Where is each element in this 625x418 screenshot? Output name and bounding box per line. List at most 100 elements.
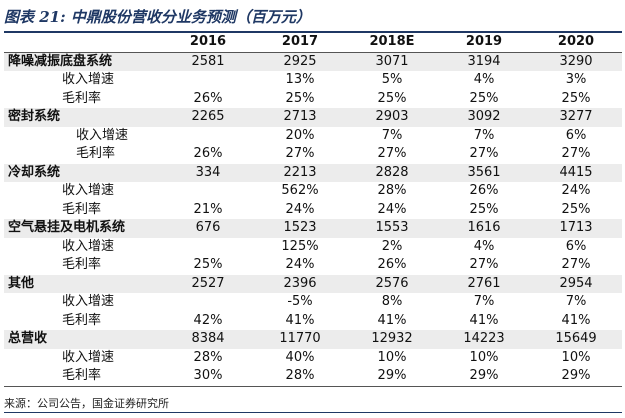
metric-row: 毛利率 25% 24% 26% 27% 27% [4, 256, 622, 275]
value-cell [162, 293, 254, 312]
value-cell: 2396 [283, 275, 317, 291]
value-cell: 21% [193, 201, 223, 217]
value-cell: 1713 [559, 220, 593, 235]
row-label: 毛利率 [62, 312, 102, 328]
value-cell: 2713 [283, 109, 317, 124]
value-cell: 11770 [279, 331, 321, 346]
value-cell: 14223 [463, 331, 505, 346]
value-cell: 7% [565, 294, 587, 309]
value-cell: 7% [381, 127, 403, 143]
value-cell: 26% [469, 183, 499, 198]
value-cell: 1616 [467, 220, 501, 235]
metric-row: 毛利率 26% 25% 25% 25% 25% [4, 90, 622, 109]
bottom-divider [4, 412, 622, 413]
value-cell: 13% [285, 72, 315, 87]
metric-row: 收入增速 125% 2% 4% 6% [4, 238, 622, 257]
metric-row: 毛利率 21% 24% 24% 25% 25% [4, 201, 622, 220]
header-cell: 2019 [465, 34, 503, 49]
title-divider [4, 31, 622, 33]
value-cell: 3290 [559, 53, 593, 69]
value-cell: 25% [377, 90, 407, 106]
row-label: 降噪减振底盘系统 [8, 53, 113, 69]
value-cell: 25% [285, 90, 315, 106]
value-cell: 29% [561, 368, 591, 383]
value-cell: 25% [469, 90, 499, 106]
value-cell: 26% [193, 90, 223, 106]
value-cell: 28% [377, 183, 407, 198]
value-cell: -5% [287, 294, 313, 309]
value-cell: 24% [285, 201, 315, 217]
table-title: 图表 21: 中鼎股份营收分业务预测（百万元） [4, 8, 311, 26]
metric-row: 收入增速 562% 28% 26% 24% [4, 182, 622, 201]
value-cell: 2903 [375, 109, 409, 124]
header-cell: 2020 [557, 34, 595, 49]
value-cell: 25% [193, 257, 223, 272]
value-cell: 125% [281, 238, 319, 254]
metric-row: 收入增速 20% 7% 7% 6% [4, 127, 622, 146]
value-cell: 1523 [283, 220, 317, 235]
value-cell: 334 [195, 164, 221, 180]
metric-row: 毛利率 42% 41% 41% 41% 41% [4, 312, 622, 331]
row-label: 毛利率 [76, 146, 116, 161]
value-cell: 41% [561, 312, 591, 328]
value-cell: 15649 [555, 331, 597, 346]
row-label: 毛利率 [62, 201, 102, 217]
value-cell: 4% [473, 238, 495, 254]
segment-row: 密封系统 2265 2713 2903 3092 3277 [4, 108, 622, 127]
value-cell [162, 127, 254, 146]
segment-row: 空气悬挂及电机系统 676 1523 1553 1616 1713 [4, 219, 622, 238]
value-cell: 676 [195, 220, 221, 235]
row-label: 其他 [8, 275, 35, 291]
value-cell: 27% [469, 257, 499, 272]
value-cell [162, 238, 254, 257]
value-cell: 40% [285, 349, 315, 365]
row-label: 密封系统 [8, 109, 61, 124]
value-cell: 25% [561, 201, 591, 217]
value-cell [162, 71, 254, 90]
value-cell: 3% [565, 72, 587, 87]
metric-row: 收入增速 28% 40% 10% 10% 10% [4, 349, 622, 368]
value-cell: 27% [561, 257, 591, 272]
value-cell: 25% [469, 201, 499, 217]
value-cell: 27% [469, 146, 499, 161]
value-cell: 27% [377, 146, 407, 161]
value-cell: 28% [285, 368, 315, 383]
value-cell: 2527 [191, 275, 225, 291]
value-cell: 2925 [283, 53, 317, 69]
value-cell: 26% [193, 146, 223, 161]
value-cell: 6% [565, 238, 587, 254]
row-label: 毛利率 [62, 368, 102, 383]
value-cell: 7% [473, 294, 495, 309]
row-label: 总营收 [8, 331, 48, 346]
row-label: 空气悬挂及电机系统 [8, 220, 126, 235]
value-cell: 30% [193, 368, 223, 383]
value-cell: 3092 [467, 109, 501, 124]
value-cell: 2213 [283, 164, 317, 180]
metric-row: 收入增速 13% 5% 4% 3% [4, 71, 622, 90]
value-cell: 2265 [191, 109, 225, 124]
value-cell: 42% [193, 312, 223, 328]
row-label: 收入增速 [62, 294, 115, 309]
value-cell: 41% [285, 312, 315, 328]
value-cell: 3071 [375, 53, 409, 69]
value-cell: 20% [285, 127, 315, 143]
value-cell: 29% [469, 368, 499, 383]
value-cell: 27% [285, 146, 315, 161]
row-label: 收入增速 [76, 127, 129, 143]
row-label: 毛利率 [62, 257, 102, 272]
value-cell: 2954 [559, 275, 593, 291]
value-cell: 28% [193, 349, 223, 365]
value-cell: 10% [469, 349, 499, 365]
value-cell: 2761 [467, 275, 501, 291]
row-label: 收入增速 [62, 349, 115, 365]
value-cell: 25% [561, 90, 591, 106]
value-cell: 3277 [559, 109, 593, 124]
value-cell: 24% [285, 257, 315, 272]
row-label: 毛利率 [62, 90, 102, 106]
header-cell: 2016 [189, 34, 227, 49]
header-cell: 2018E [369, 34, 415, 49]
segment-row: 总营收 8384 11770 12932 14223 15649 [4, 330, 622, 349]
value-cell: 7% [473, 127, 495, 143]
row-label: 收入增速 [62, 238, 115, 254]
metric-row: 收入增速 -5% 8% 7% 7% [4, 293, 622, 312]
